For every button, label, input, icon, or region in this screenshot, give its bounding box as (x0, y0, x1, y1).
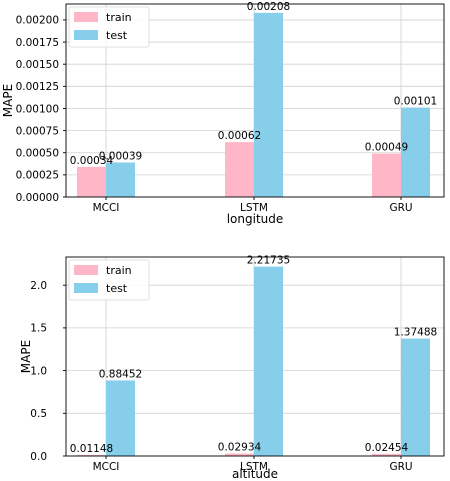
legend-label-test: test (106, 282, 128, 295)
y-tick-label: 0.00175 (16, 37, 59, 49)
bar-train-lstm (225, 453, 254, 456)
y-tick-label: 1.0 (30, 365, 47, 377)
y-tick-label: 0.00100 (16, 103, 59, 115)
bar-train-mcci (77, 455, 106, 456)
data-label-test-lstm: 0.00208 (247, 1, 290, 13)
data-label-test-gru: 0.00101 (394, 96, 437, 108)
data-label-train-mcci: 0.01148 (70, 443, 113, 455)
data-label-train-gru: 0.02454 (365, 442, 409, 454)
x-tick-label: LSTM (240, 461, 268, 473)
plot-frame (65, 256, 445, 457)
y-tick-label: 2.0 (30, 280, 47, 292)
bar-test-lstm (254, 266, 283, 456)
bar-test-gru (401, 107, 430, 197)
legend-swatch-train (74, 265, 98, 275)
legend-swatch-test (74, 30, 98, 40)
x-tick-label: GRU (389, 202, 412, 214)
x-tick-label: MCCI (93, 461, 120, 473)
data-label-train-lstm: 0.00062 (218, 130, 261, 142)
bar-train-mcci (77, 166, 106, 197)
chart-1: 0.00000 0.00025 0.00050 0.00075 0.00100 0.001… (1, 1, 445, 226)
y-tick-label: 0.00125 (16, 81, 59, 93)
legend-label-train: train (106, 264, 132, 277)
y-tick-label: 0.00025 (16, 170, 59, 182)
y-tick-label: 0.00000 (16, 192, 59, 204)
plot-frame (65, 3, 445, 198)
y-axis-title: MAPE (1, 84, 15, 117)
x-axis-title: longitude (227, 212, 284, 226)
y-tick-label: 0.0 (30, 451, 47, 463)
data-label-train-mcci: 0.00034 (70, 155, 114, 167)
bar-train-lstm (225, 142, 254, 197)
y-tick-label: 0.00075 (16, 125, 59, 137)
legend: train test (68, 259, 150, 301)
legend: train test (68, 6, 150, 48)
legend-label-test: test (106, 29, 128, 42)
bar-train-gru (372, 453, 401, 456)
y-tick-label: 1.5 (30, 323, 47, 335)
y-tick-label: 0.5 (30, 408, 47, 420)
data-label-test-mcci: 0.88452 (99, 368, 142, 380)
y-tick-label: 0.00050 (16, 148, 59, 160)
x-tick-label: MCCI (93, 202, 120, 214)
y-tick-label: 0.00200 (16, 15, 59, 27)
data-label-train-gru: 0.00049 (365, 142, 408, 154)
x-tick-label: LSTM (240, 202, 268, 214)
bar-test-mcci (106, 380, 135, 456)
bar-test-mcci (106, 162, 135, 197)
data-label-train-lstm: 0.02934 (218, 441, 262, 453)
y-tick-label: 0.00150 (16, 59, 59, 71)
bar-train-gru (372, 153, 401, 197)
y-axis-title: MAPE (19, 340, 33, 373)
bar-test-gru (401, 338, 430, 456)
x-tick-label: GRU (389, 461, 412, 473)
legend-swatch-test (74, 283, 98, 293)
data-label-test-gru: 1.37488 (394, 327, 437, 339)
bar-test-lstm (254, 12, 283, 198)
legend-swatch-train (74, 12, 98, 22)
data-label-test-lstm: 2.21735 (247, 255, 290, 267)
legend-label-train: train (106, 11, 132, 24)
chart-2: 0.0 0.5 1.0 1.5 2.0 0.01148 0.02934 0.02454 0.88… (19, 255, 445, 481)
x-axis-title: altitude (232, 467, 278, 481)
data-label-test-mcci: 0.00039 (99, 150, 142, 162)
